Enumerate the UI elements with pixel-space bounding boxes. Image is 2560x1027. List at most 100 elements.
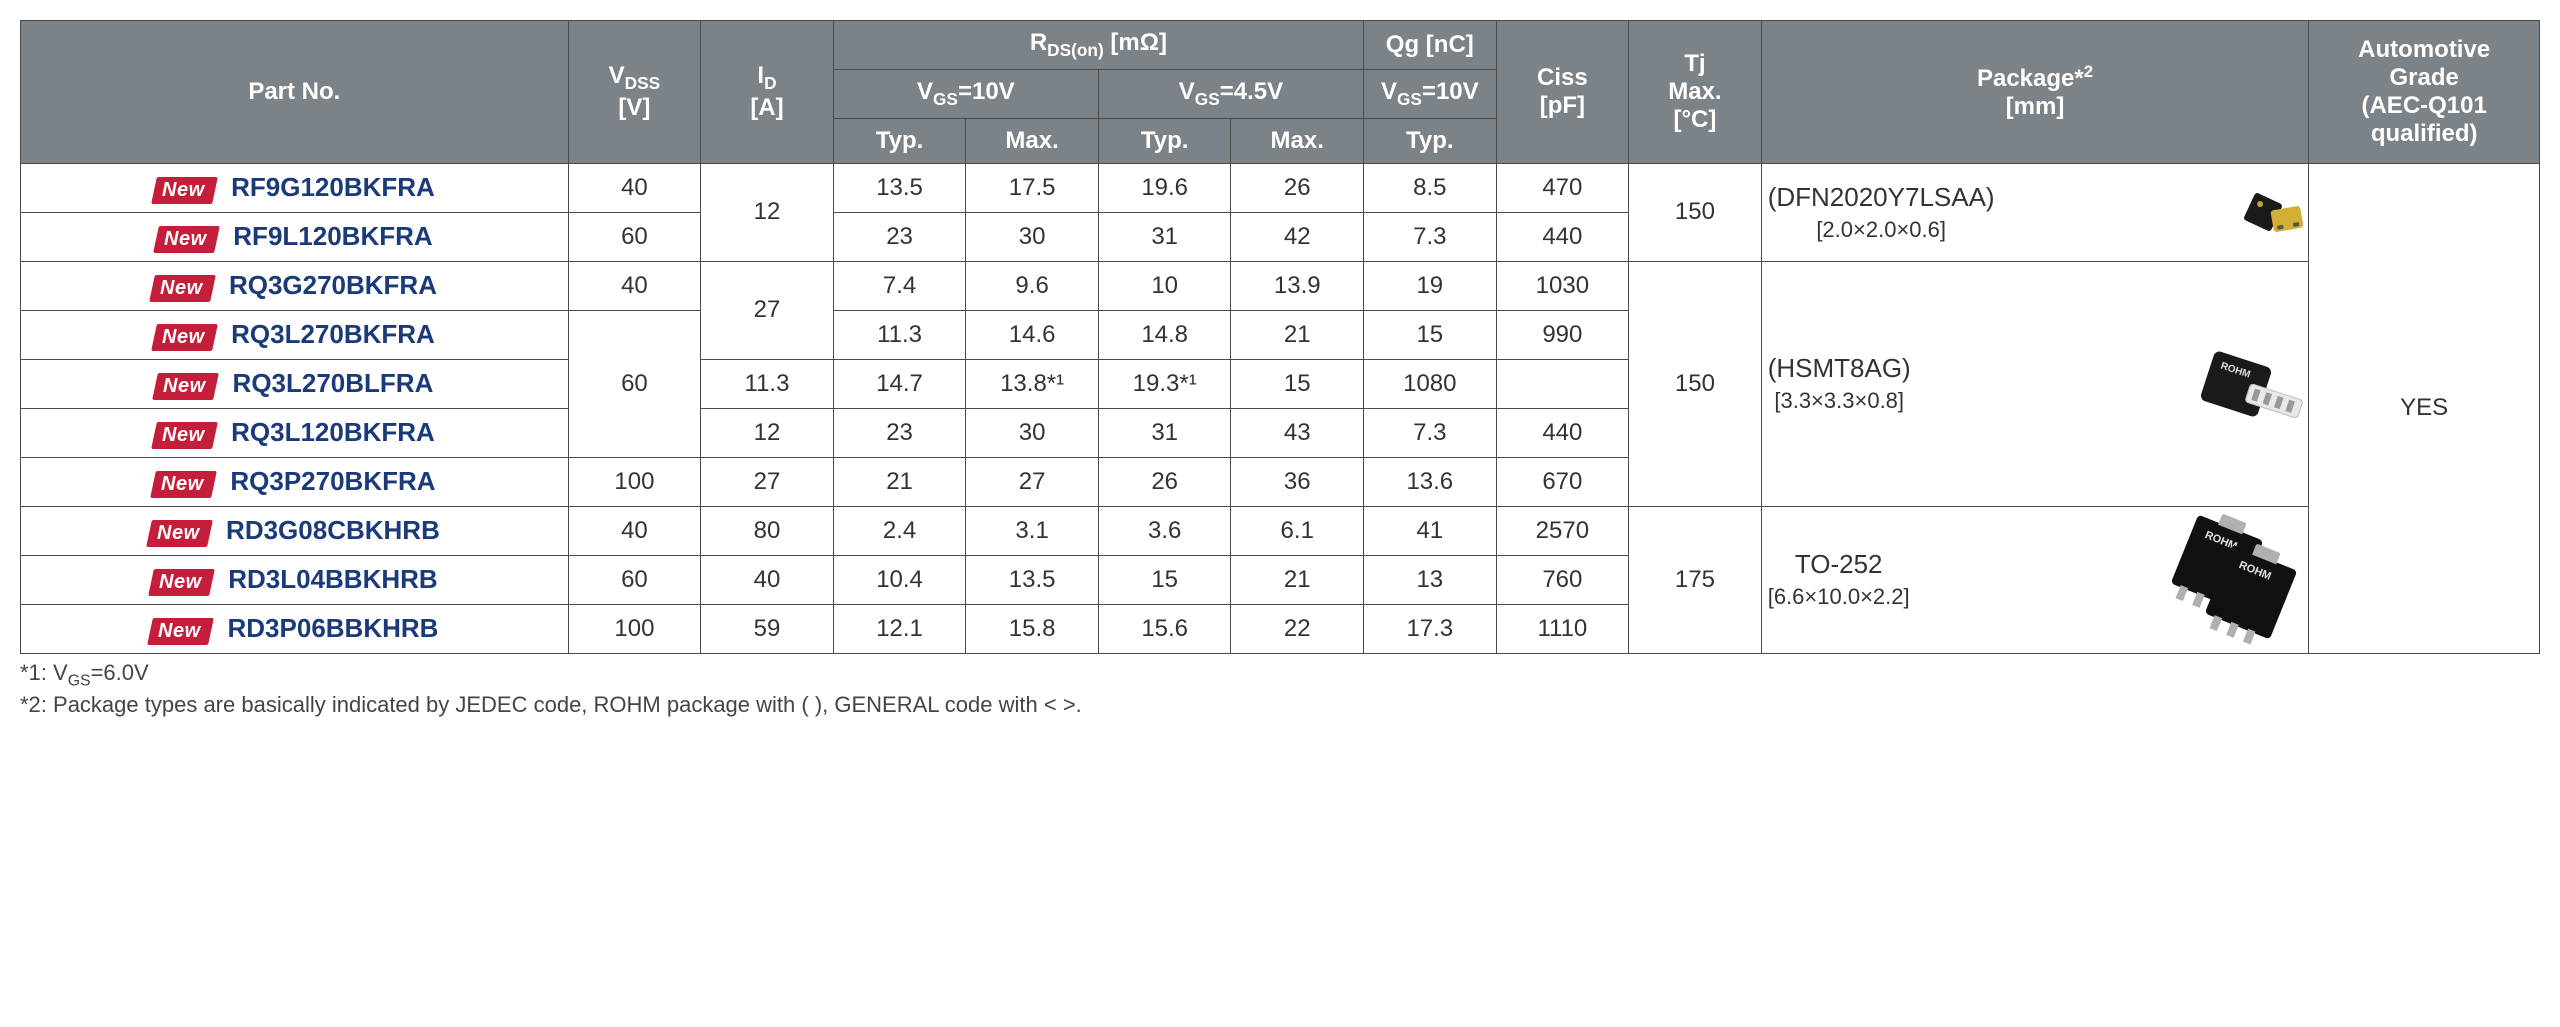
cell-rds10-max: 17.5 xyxy=(966,163,1099,212)
cell-qg: 15 xyxy=(1364,310,1497,359)
hdr-rds45-max: Max. xyxy=(1231,118,1364,163)
cell-rds10-typ: 7.4 xyxy=(833,261,966,310)
part-link[interactable]: RQ3L270BLFRA xyxy=(233,368,434,398)
cell-rds45-typ: 31 xyxy=(1098,212,1231,261)
new-badge: New xyxy=(146,520,212,547)
dfn-package-icon xyxy=(2248,194,2302,230)
part-link[interactable]: RQ3G270BKFRA xyxy=(229,270,437,300)
cell-id: 27 xyxy=(701,457,834,506)
part-link[interactable]: RQ3L270BKFRA xyxy=(231,319,435,349)
cell-package: TO-252 [6.6×10.0×2.2] xyxy=(1761,506,2309,653)
cell-rds10-max: 14.7 xyxy=(833,359,966,408)
cell-qg: 13 xyxy=(1364,555,1497,604)
hdr-rds10-typ: Typ. xyxy=(833,118,966,163)
new-badge: New xyxy=(151,422,217,449)
hdr-rds10-max: Max. xyxy=(966,118,1099,163)
cell-ciss: 1080 xyxy=(1364,359,1497,408)
cell-rds45-max: 43 xyxy=(1231,408,1364,457)
cell-id: 27 xyxy=(701,261,834,359)
package-dim: [6.6×10.0×2.2] xyxy=(1768,584,1910,610)
cell-rds10-max: 15.8 xyxy=(966,604,1099,653)
package-name: (DFN2020Y7LSAA) xyxy=(1768,182,1995,213)
cell-rds10-typ: 21 xyxy=(833,457,966,506)
table-row: New RQ3G270BKFRA 40 27 7.4 9.6 10 13.9 1… xyxy=(21,261,2540,310)
hdr-qg-typ: Typ. xyxy=(1364,118,1497,163)
cell-tj: 150 xyxy=(1629,261,1762,506)
cell-package: (DFN2020Y7LSAA) [2.0×2.0×0.6] xyxy=(1761,163,2309,261)
cell-rds10-typ: 23 xyxy=(833,408,966,457)
cell-vdss: 40 xyxy=(568,261,701,310)
cell-rds10-typ: 13.5 xyxy=(833,163,966,212)
cell-vdss: 40 xyxy=(568,163,701,212)
footnote-2: *2: Package types are basically indicate… xyxy=(20,692,2540,718)
package-dim: [3.3×3.3×0.8] xyxy=(1768,388,1911,414)
package-name: (HSMT8AG) xyxy=(1768,353,1911,384)
hsmt-package-icon xyxy=(2206,357,2302,411)
hdr-vgs45: VGS=4.5V xyxy=(1098,69,1363,118)
cell-rds10-max: 13.5 xyxy=(966,555,1099,604)
cell-rds10-typ: 11.3 xyxy=(701,359,834,408)
cell-rds10-typ: 11.3 xyxy=(833,310,966,359)
cell-tj: 150 xyxy=(1629,163,1762,261)
footnotes: *1: VGS=6.0V *2: Package types are basic… xyxy=(20,660,2540,718)
new-badge: New xyxy=(147,618,213,645)
cell-rds45-max: 42 xyxy=(1231,212,1364,261)
cell-ciss: 760 xyxy=(1496,555,1629,604)
hdr-package: Package*2[mm] xyxy=(1761,21,2309,164)
part-link[interactable]: RF9G120BKFRA xyxy=(231,172,435,202)
cell-id: 12 xyxy=(701,163,834,261)
hdr-ciss: Ciss[pF] xyxy=(1496,21,1629,164)
hdr-id: ID[A] xyxy=(701,21,834,164)
package-dim: [2.0×2.0×0.6] xyxy=(1768,217,1995,243)
cell-qg: 7.3 xyxy=(1364,408,1497,457)
part-link[interactable]: RQ3L120BKFRA xyxy=(231,417,435,447)
part-link[interactable]: RD3L04BBKHRB xyxy=(228,564,437,594)
cell-rds10-max: 30 xyxy=(966,408,1099,457)
table-row: New RD3G08CBKHRB 40 80 2.4 3.1 3.6 6.1 4… xyxy=(21,506,2540,555)
dpak-package-icon xyxy=(2172,525,2302,635)
cell-rds10-typ: 2.4 xyxy=(833,506,966,555)
cell-ciss: 2570 xyxy=(1496,506,1629,555)
cell-rds10-max: 27 xyxy=(966,457,1099,506)
cell-vdss: 100 xyxy=(568,457,701,506)
footnote-1: *1: VGS=6.0V xyxy=(20,660,2540,690)
cell-rds45-max: 21 xyxy=(1231,555,1364,604)
cell-qg: 8.5 xyxy=(1364,163,1497,212)
cell-qg: 13.6 xyxy=(1364,457,1497,506)
new-badge: New xyxy=(150,471,216,498)
package-name: TO-252 xyxy=(1768,549,1910,580)
part-link[interactable]: RF9L120BKFRA xyxy=(233,221,432,251)
cell-vdss: 60 xyxy=(568,212,701,261)
hdr-tj: TjMax.[°C] xyxy=(1629,21,1762,164)
hdr-vgs10: VGS=10V xyxy=(833,69,1098,118)
cell-ciss: 470 xyxy=(1496,163,1629,212)
new-badge: New xyxy=(151,177,217,204)
table-header: Part No. VDSS[V] ID[A] RDS(on) [mΩ] Qg [… xyxy=(21,21,2540,164)
part-link[interactable]: RQ3P270BKFRA xyxy=(230,466,435,496)
cell-qg: 15 xyxy=(1231,359,1364,408)
cell-qg: 19 xyxy=(1364,261,1497,310)
cell-rds45-typ: 14.8 xyxy=(1098,310,1231,359)
cell-rds10-max: 3.1 xyxy=(966,506,1099,555)
cell-rds45-max: 26 xyxy=(1231,163,1364,212)
hdr-qg-group: Qg [nC] xyxy=(1364,21,1497,70)
cell-ciss: 670 xyxy=(1496,457,1629,506)
new-badge: New xyxy=(148,569,214,596)
part-link[interactable]: RD3G08CBKHRB xyxy=(226,515,440,545)
cell-rds45-typ: 15.6 xyxy=(1098,604,1231,653)
cell-ciss: 440 xyxy=(1496,408,1629,457)
hdr-vdss: VDSS[V] xyxy=(568,21,701,164)
cell-id: 59 xyxy=(701,604,834,653)
cell-rds45-max: 36 xyxy=(1231,457,1364,506)
hdr-qg-vgs10: VGS=10V xyxy=(1364,69,1497,118)
cell-tj: 175 xyxy=(1629,506,1762,653)
part-link[interactable]: RD3P06BBKHRB xyxy=(228,613,439,643)
cell-vdss: 60 xyxy=(568,555,701,604)
cell-rds45-typ: 15 xyxy=(1098,555,1231,604)
cell-rds10-typ: 23 xyxy=(833,212,966,261)
cell-id: 12 xyxy=(701,408,834,457)
cell-rds45-typ: 31 xyxy=(1098,408,1231,457)
cell-rds45-typ: 13.8*¹ xyxy=(966,359,1099,408)
cell-rds45-typ: 19.6 xyxy=(1098,163,1231,212)
cell-rds10-max: 30 xyxy=(966,212,1099,261)
